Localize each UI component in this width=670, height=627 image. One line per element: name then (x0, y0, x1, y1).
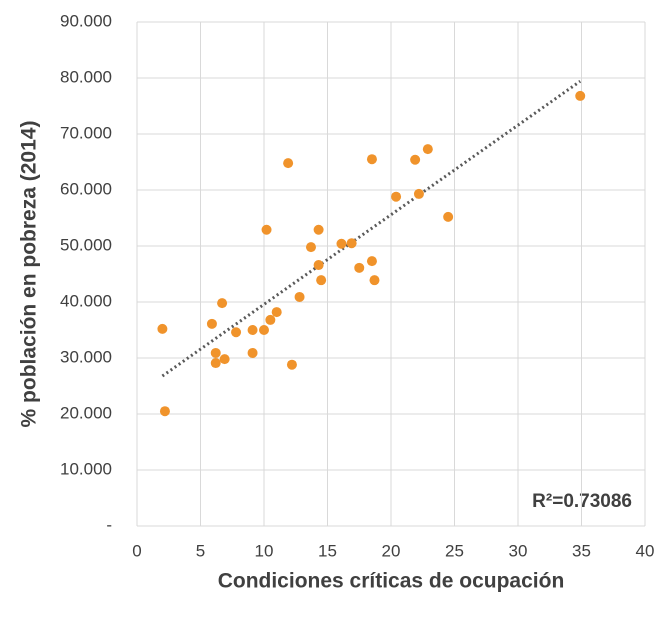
point (206, 318, 217, 329)
y-tick-label: 20.000 (60, 403, 112, 422)
point (294, 291, 305, 302)
y-tick-label: 30.000 (60, 347, 112, 366)
point (316, 275, 327, 286)
point (346, 238, 357, 249)
annotation: R²=0.73086 (532, 491, 632, 512)
y-tick-label: 10.000 (60, 459, 112, 478)
point (366, 154, 377, 165)
point (159, 406, 170, 417)
x-tick-label: 15 (318, 541, 337, 560)
y-tick-label: 70.000 (60, 123, 112, 142)
y-tick-label: - (106, 515, 112, 534)
point (219, 354, 230, 365)
x-tick-label: 35 (572, 541, 591, 560)
point (271, 307, 282, 318)
x-tick-label: 30 (509, 541, 528, 560)
point (413, 188, 424, 199)
point (366, 256, 377, 267)
point (443, 211, 454, 222)
point (391, 191, 402, 202)
point (422, 144, 433, 155)
point (210, 358, 221, 369)
point (247, 347, 258, 358)
point (313, 260, 324, 271)
y-tick-label: 90.000 (60, 11, 112, 30)
trendline (161, 80, 582, 378)
point (354, 262, 365, 273)
point (313, 224, 324, 235)
point (261, 224, 272, 235)
x-tick-label: 10 (255, 541, 274, 560)
point (217, 298, 228, 309)
x-axis-title: Condiciones críticas de ocupación (218, 570, 565, 593)
x-tick-label: 0 (132, 541, 141, 560)
point (336, 238, 347, 249)
y-axis-title: % población en pobreza (2014) (18, 121, 41, 428)
point (259, 325, 269, 335)
y-tick-label: 60.000 (60, 179, 112, 198)
x-tick-label: 20 (382, 541, 401, 560)
point (265, 314, 276, 325)
x-tick-label: 5 (196, 541, 205, 560)
point (157, 323, 168, 334)
point (369, 275, 380, 286)
x-tick-label: 25 (445, 541, 464, 560)
y-tick-label: 50.000 (60, 235, 112, 254)
y-tick-label: 80.000 (60, 67, 112, 86)
y-tick-label: 40.000 (60, 291, 112, 310)
point (305, 242, 316, 253)
point (410, 154, 421, 165)
x-tick-label: 40 (636, 541, 655, 560)
point (283, 158, 294, 169)
point (231, 327, 242, 338)
point (210, 347, 221, 358)
point (247, 325, 258, 335)
point (575, 90, 586, 101)
point (286, 359, 297, 370)
